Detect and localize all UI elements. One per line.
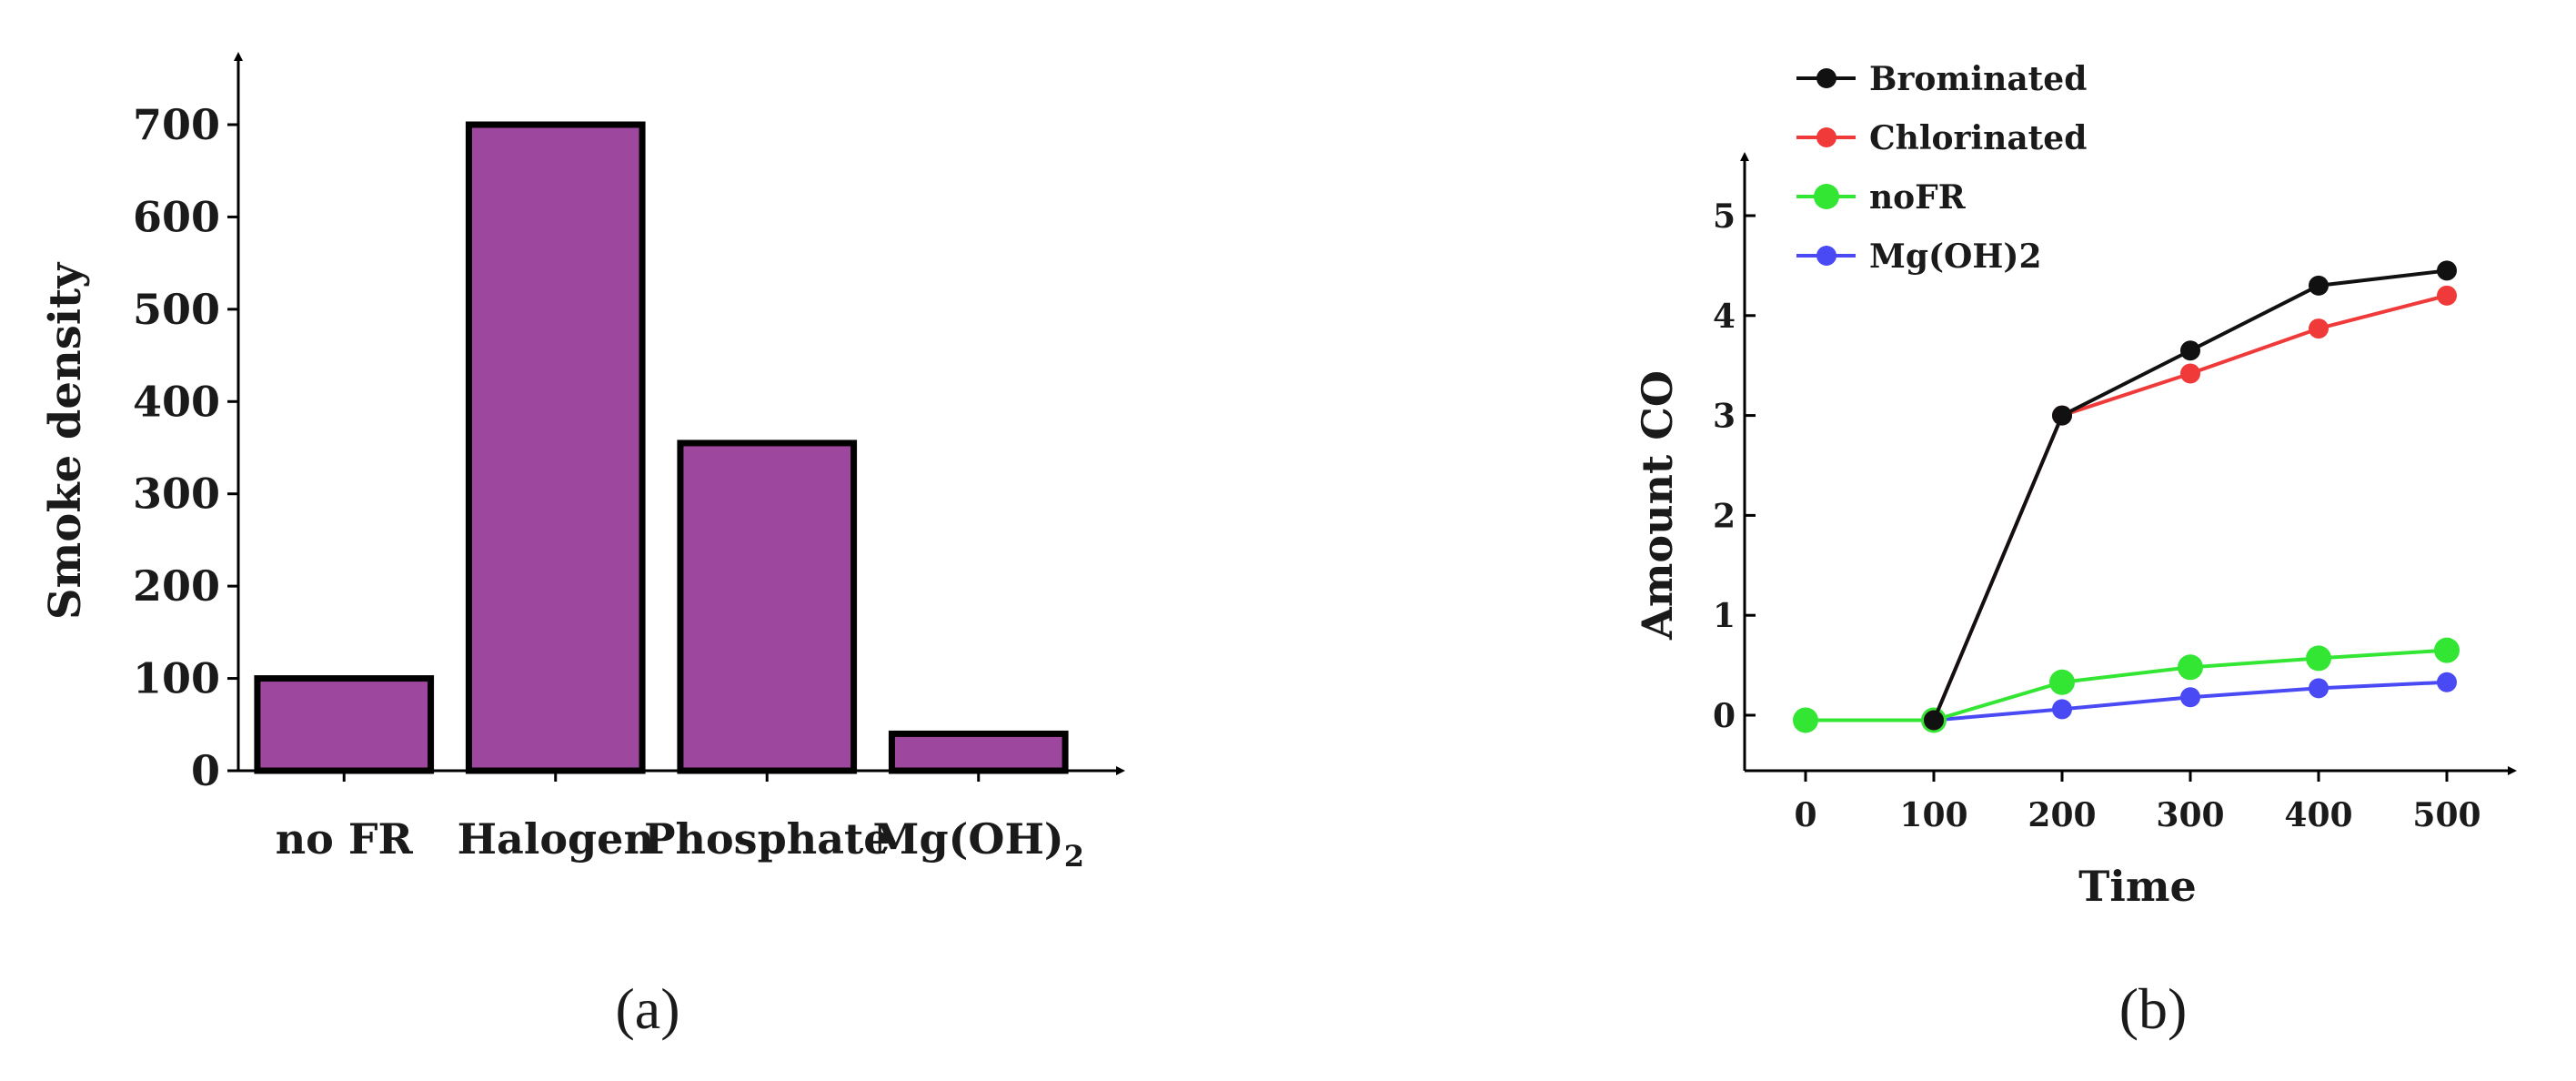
panel-label-a: (a) [615, 976, 679, 1041]
legend-label: Brominated [1869, 60, 2087, 98]
x-axis-title: Time [2078, 862, 2197, 911]
x-tick-label: Phosphate [644, 814, 891, 864]
y-tick-label: 0 [191, 746, 220, 795]
bar-2 [465, 121, 646, 774]
legend-item: Mg(OH)2 [1796, 237, 2042, 276]
legend-item: Brominated [1796, 60, 2087, 98]
data-point [2178, 654, 2203, 681]
x-tick-label: no FR [276, 814, 414, 864]
y-tick-label: 5 [1713, 197, 1736, 236]
y-tick-label: 0 [1713, 697, 1736, 735]
bar-series [254, 121, 1069, 774]
legend-label: Mg(OH)2 [1869, 237, 2042, 276]
bar-1 [254, 675, 435, 774]
y-tick-label: 4 [1713, 298, 1736, 336]
y-axis-ticks: 0 1 2 3 4 5 [1713, 197, 1756, 735]
legend: Brominated Chlorinated noFR Mg(OH)2 [1796, 60, 2087, 276]
line-chart-amount-co: 0 1 2 3 4 5 0 100 200 300 400 500 Brominated Chlori… [1633, 60, 2517, 1041]
y-tick-label: 2 [1713, 497, 1736, 535]
legend-item: Chlorinated [1796, 119, 2087, 157]
data-point [2052, 699, 2072, 720]
data-point [1793, 707, 1818, 733]
legend-label: Chlorinated [1869, 119, 2087, 157]
data-point [2180, 340, 2200, 361]
data-point [2437, 285, 2457, 306]
bar-3 [677, 439, 858, 774]
y-axis-title: Amount CO [1633, 370, 1682, 641]
y-tick-label: 400 [133, 377, 220, 426]
y-tick-label: 500 [133, 285, 220, 334]
axes [1740, 152, 2517, 775]
legend-marker [1816, 246, 1836, 266]
series-line [1806, 680, 2448, 722]
legend-item: noFR [1796, 178, 1967, 217]
legend-marker [1816, 127, 1836, 147]
data-point [2437, 672, 2457, 692]
y-tick-label: 300 [133, 470, 220, 519]
y-tick-label: 200 [133, 561, 220, 611]
x-tick-label: 500 [2412, 796, 2480, 834]
y-axis-ticks: 0 100 200 300 400 500 600 700 [133, 100, 238, 795]
x-tick-label: 100 [1899, 796, 1967, 834]
x-tick-label: 400 [2284, 796, 2352, 834]
y-axis-title: Smoke density [40, 261, 91, 620]
axes [234, 52, 1125, 775]
x-tick-label: 0 [1794, 796, 1816, 834]
series-nofr [1793, 637, 2460, 733]
series-brominated [1924, 260, 2457, 731]
series-line [1806, 648, 2448, 722]
panel-label-b: (b) [2119, 976, 2188, 1041]
y-tick-label: 100 [133, 654, 220, 703]
y-tick-label: 1 [1713, 597, 1736, 635]
data-point [2309, 318, 2329, 339]
data-point [2437, 260, 2457, 281]
series-line [1932, 268, 2448, 722]
bar-4 [888, 730, 1069, 774]
data-point [2434, 637, 2460, 663]
data-point [2052, 405, 2072, 426]
x-tick-label: Mg(OH)2 [873, 814, 1084, 874]
data-point [2309, 678, 2329, 699]
data-point [2049, 669, 2075, 695]
data-point [2180, 687, 2200, 708]
legend-marker [1816, 68, 1836, 88]
x-axis-ticks: 0 100 200 300 400 500 [1794, 771, 2481, 834]
legend-label: noFR [1869, 178, 1967, 217]
y-tick-label: 700 [133, 100, 220, 149]
data-point [2309, 275, 2329, 296]
data-point [2180, 363, 2200, 384]
x-tick-label: 200 [2028, 796, 2096, 834]
data-point [2306, 645, 2331, 672]
y-tick-label: 3 [1713, 398, 1736, 436]
x-tick-label: 300 [2156, 796, 2224, 834]
bar-chart-smoke-density: 0 100 200 300 400 500 600 700 no FR HalogenPhosp… [40, 52, 1125, 1041]
line-series [1793, 260, 2460, 733]
x-tick-label: Halogen [458, 814, 654, 864]
legend-marker [1814, 184, 1839, 209]
data-point [1924, 710, 1944, 731]
y-tick-label: 600 [133, 192, 220, 241]
